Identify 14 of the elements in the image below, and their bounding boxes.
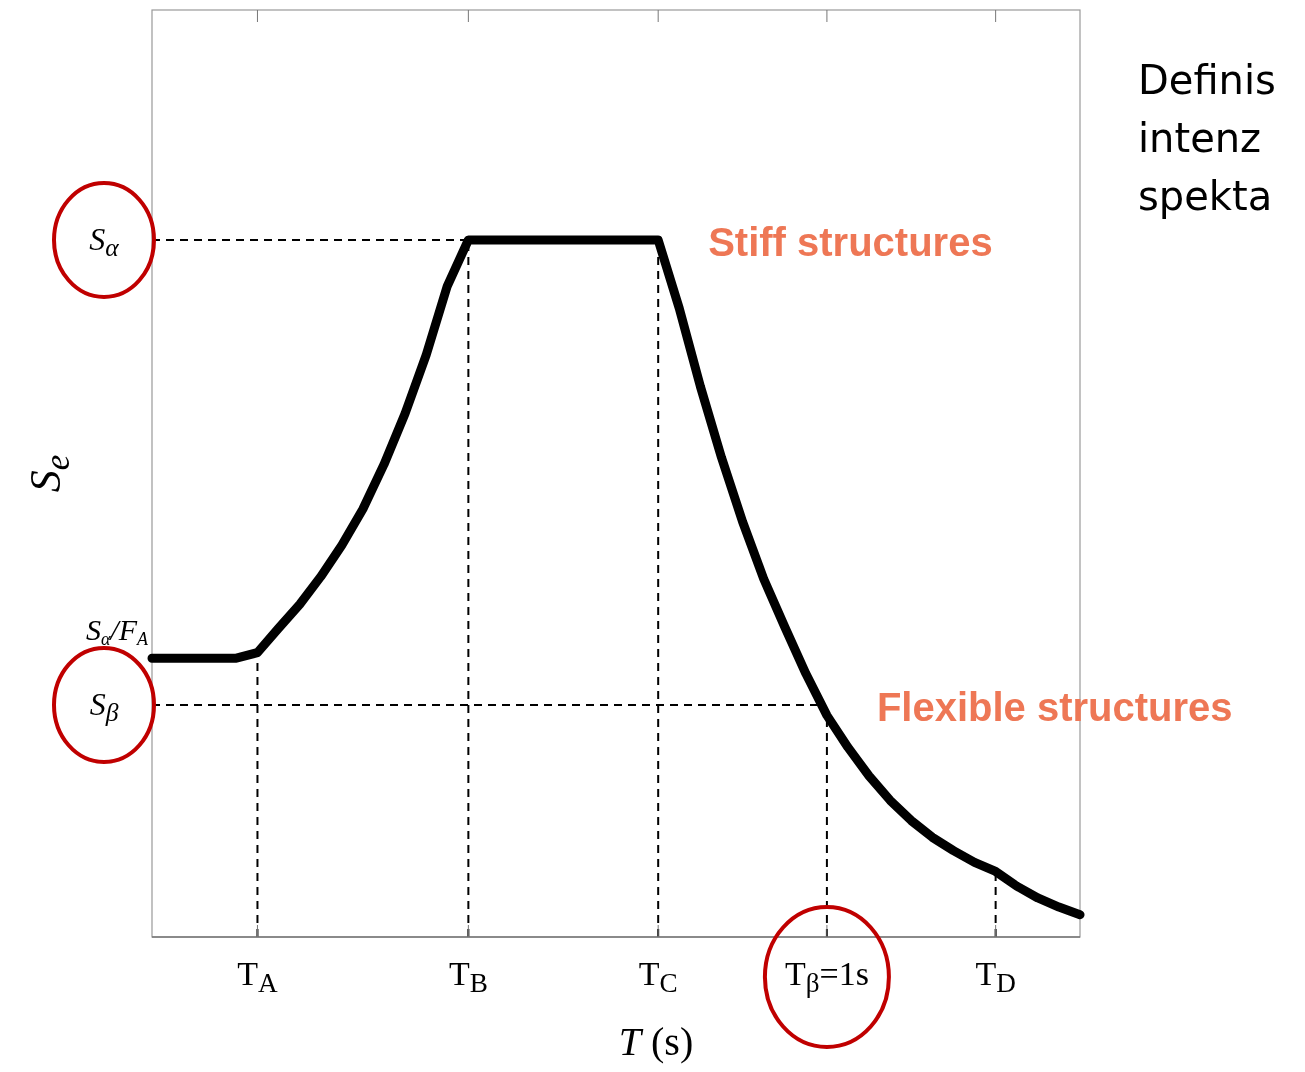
text: S$_{α}$/F$_{A}$ bbox=[85, 613, 149, 649]
annotation: Flexible structures bbox=[876, 684, 1233, 729]
annotation: Stiff structures bbox=[708, 220, 993, 264]
text: Definis bbox=[1138, 57, 1276, 103]
text: spekta bbox=[1138, 173, 1273, 219]
x-axis-title: T (s) bbox=[618, 1019, 694, 1064]
ref-line-label: S$_{β}$ bbox=[89, 685, 119, 728]
x-tick-label: T$_{A}$ bbox=[237, 955, 279, 998]
x-tick-label: T$_{β}$=1s bbox=[784, 955, 869, 998]
x-tick-label: T$_{C}$ bbox=[638, 955, 678, 998]
x-tick-label: T$_{B}$ bbox=[448, 955, 488, 998]
text: intenz bbox=[1138, 115, 1262, 161]
ref-line-label: S$_{α}$ bbox=[89, 221, 120, 263]
x-tick-label: T$_{D}$ bbox=[975, 955, 1016, 998]
